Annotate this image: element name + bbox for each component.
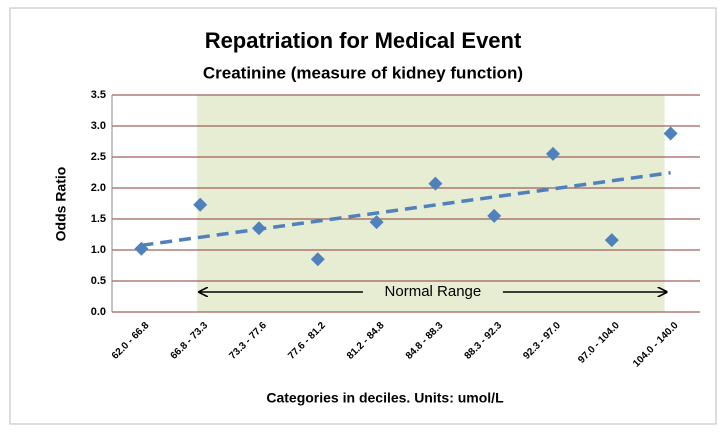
y-tick-label: 2.5 [91, 151, 106, 163]
point [134, 241, 149, 256]
x-axis-title: Categories in deciles. Units: umol/L [266, 390, 504, 406]
point [193, 197, 208, 212]
y-tick-label: 0.0 [91, 306, 106, 318]
chart-title: Repatriation for Medical Event [205, 28, 522, 53]
point [310, 252, 325, 267]
y-tick-label: 1.0 [91, 244, 106, 256]
y-axis-title: Odds Ratio [53, 167, 69, 242]
point [487, 208, 502, 223]
y-tick-label: 3.5 [91, 89, 106, 101]
y-tick-label: 0.5 [91, 275, 106, 287]
point [252, 221, 266, 236]
annotation-text: Normal Range [385, 283, 482, 300]
point [663, 126, 678, 141]
trendline [141, 170, 671, 248]
y-tick-label: 3.0 [91, 120, 106, 132]
chart-subtitle: Creatinine (measure of kidney function) [203, 63, 523, 82]
point [428, 176, 443, 191]
normal-range-area [197, 95, 665, 312]
point [604, 233, 619, 248]
point [546, 146, 560, 161]
point [369, 215, 384, 230]
y-tick-label: 2.0 [91, 182, 106, 194]
y-tick-label: 1.5 [91, 213, 106, 225]
